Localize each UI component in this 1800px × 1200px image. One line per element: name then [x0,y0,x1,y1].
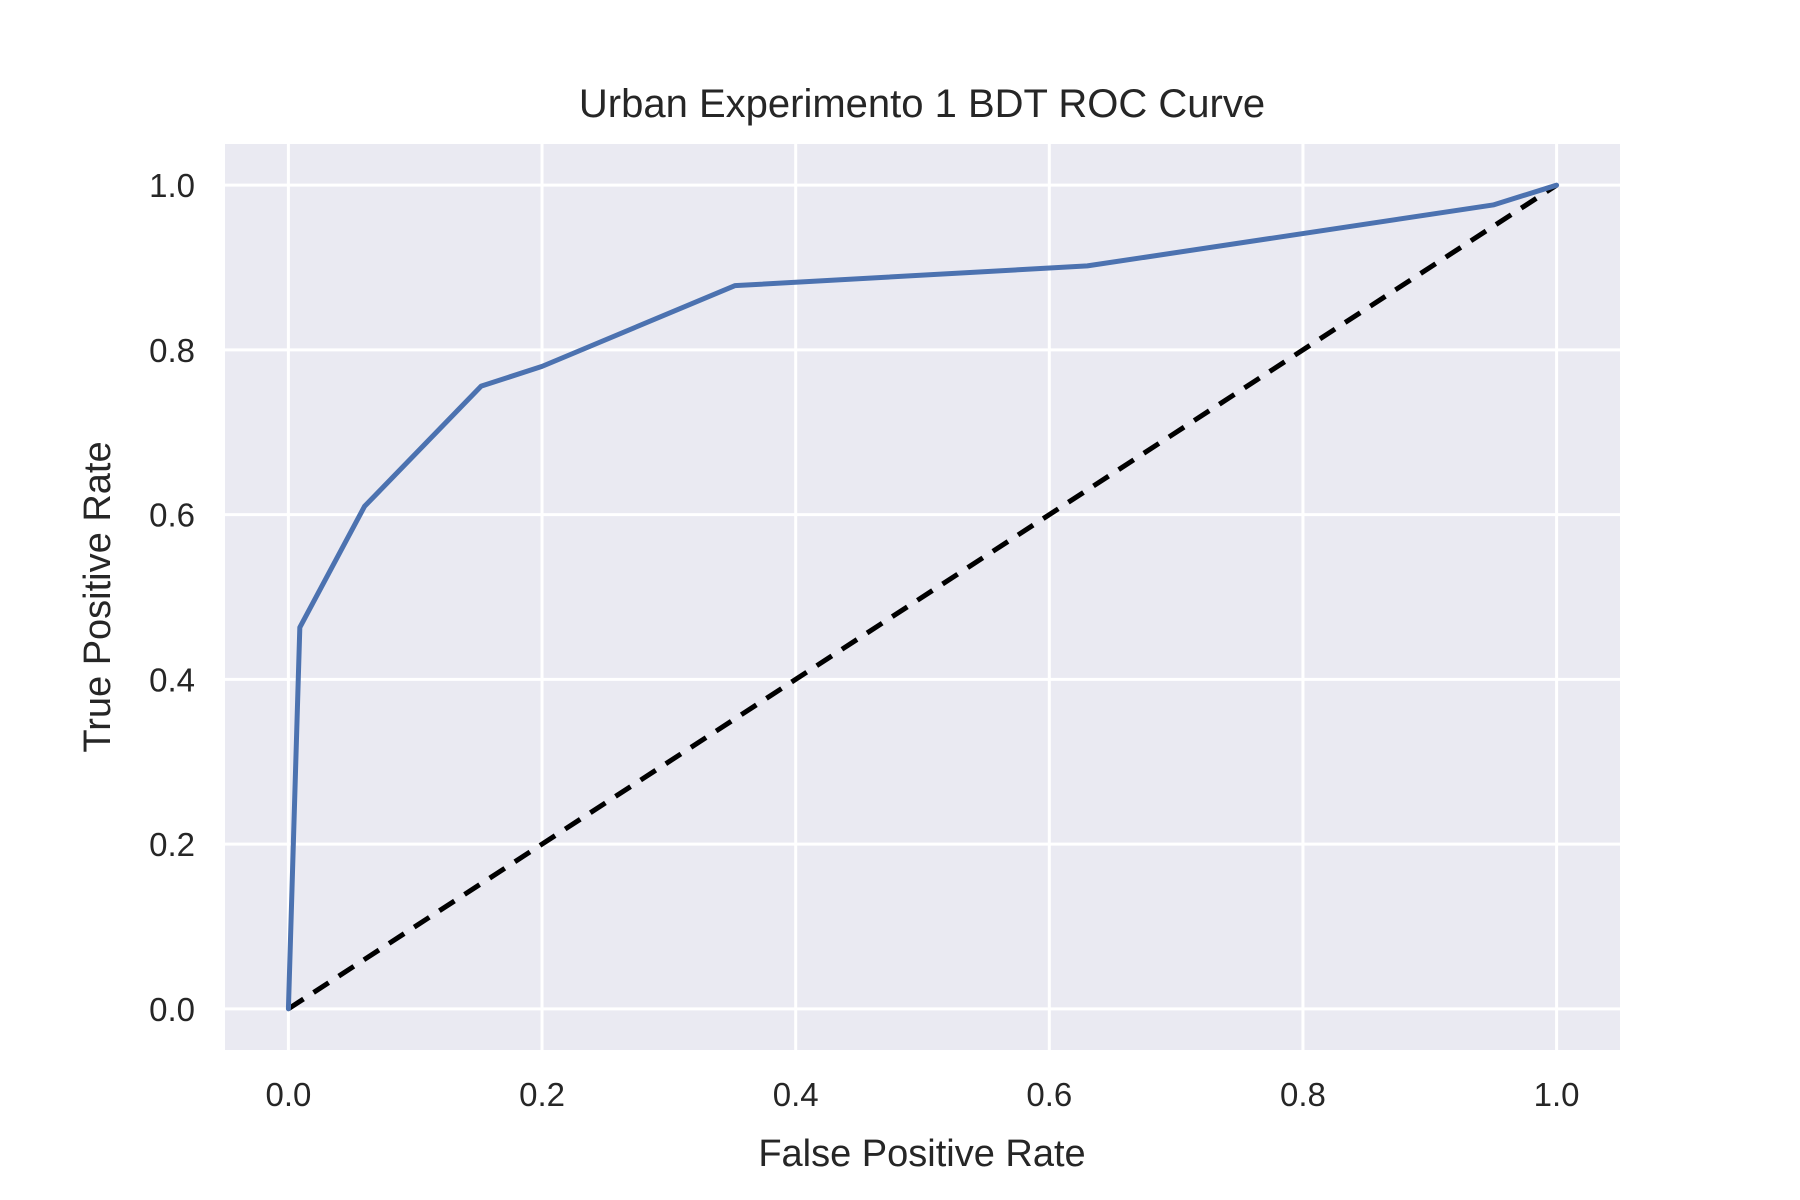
y-tick-label: 1.0 [149,167,195,204]
x-tick-label: 1.0 [1534,1076,1580,1113]
x-axis-label: False Positive Rate [758,1133,1085,1175]
y-tick-label: 0.8 [149,332,195,369]
series-layer [285,182,1560,1012]
x-tick-label: 0.6 [1026,1076,1072,1113]
roc-curve-line [285,182,1560,1012]
y-tick-label: 0.6 [149,497,195,534]
chart-title: Urban Experimento 1 BDT ROC Curve [579,82,1265,126]
x-tick-label: 0.4 [773,1076,819,1113]
y-tick-label: 0.0 [149,991,195,1028]
x-tick-label: 0.8 [1280,1076,1326,1113]
x-tick-label: 0.0 [265,1076,311,1113]
y-tick-label: 0.4 [149,661,195,698]
x-tick-label: 0.2 [519,1076,565,1113]
y-tick-label: 0.2 [149,826,195,863]
grid [225,144,1620,1050]
tick-labels: 0.0 0.2 0.4 0.6 0.8 1.0 0.0 0.2 0.4 0.6 0.8 1.0 [149,167,1579,1113]
y-axis-label: True Positive Rate [77,441,119,752]
chance-diagonal-line [287,183,1558,1011]
